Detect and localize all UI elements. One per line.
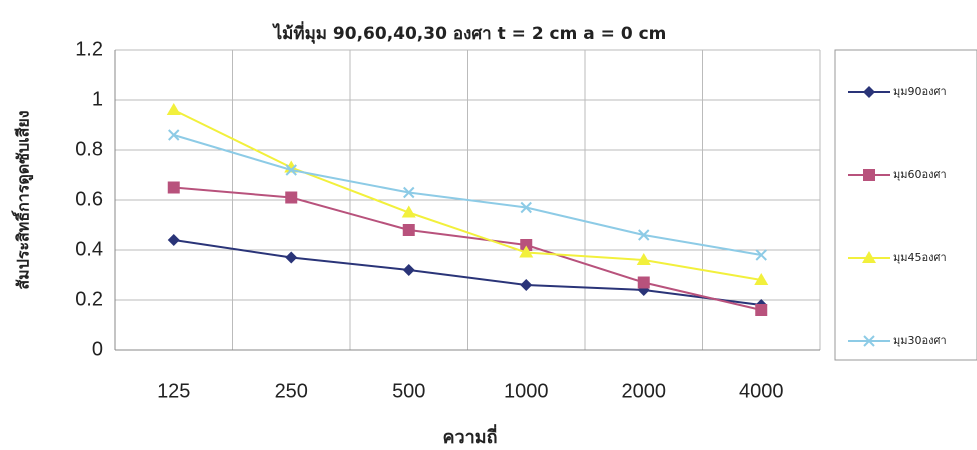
series-line: [173, 134, 762, 256]
marker: [755, 249, 767, 261]
marker: [168, 129, 180, 141]
marker: [285, 191, 298, 204]
marker: [285, 251, 298, 264]
legend-marker: [863, 86, 875, 98]
marker: [402, 264, 415, 276]
marker: [285, 164, 297, 176]
chart-title: ไม้ที่มุม 90,60,40,30 องศา t = 2 cm a = …: [272, 21, 667, 44]
y-tick-label: 1.2: [75, 38, 103, 60]
x-tick-label: 4000: [739, 380, 784, 402]
legend-box: [834, 49, 977, 361]
x-tick-label: 250: [275, 380, 308, 402]
marker: [520, 201, 532, 214]
marker: [520, 279, 533, 291]
legend-label: มุม45องศา: [893, 251, 947, 264]
legend-label: มุม60องศา: [893, 168, 947, 181]
marker: [167, 234, 180, 246]
marker: [519, 245, 534, 258]
x-tick-label: 125: [157, 380, 190, 402]
y-tick-label: 0: [92, 338, 103, 360]
marker: [638, 229, 650, 241]
marker: [401, 205, 416, 218]
x-tick-label: 1000: [504, 380, 549, 402]
marker: [755, 304, 768, 316]
marker: [402, 224, 415, 236]
marker: [520, 239, 533, 251]
y-tick-label: 0.4: [75, 238, 103, 260]
marker: [167, 181, 180, 194]
series-line: [173, 186, 762, 311]
y-tick-label: 0.8: [75, 138, 103, 160]
y-tick-label: 0.2: [75, 288, 103, 310]
series-line: [173, 109, 762, 281]
legend-marker: [863, 169, 875, 181]
legend-marker: [863, 335, 875, 347]
marker: [636, 253, 651, 265]
marker: [637, 276, 650, 289]
marker: [754, 273, 769, 285]
marker: [166, 103, 181, 115]
x-tick-label: 500: [392, 380, 425, 402]
legend-label: มุม30องศา: [893, 334, 947, 347]
y-tick-label: 0.6: [75, 188, 103, 210]
marker: [403, 186, 415, 199]
x-tick-label: 2000: [622, 380, 667, 402]
series-line: [173, 239, 762, 306]
legend-marker: [862, 251, 876, 263]
legend-label: มุม90องศา: [893, 85, 947, 98]
x-axis-label: ความถี่: [442, 424, 497, 448]
y-tick-label: 1: [92, 88, 103, 110]
y-axis-label: สัมประสิทธิ์การดูดซับเสียง: [12, 110, 35, 289]
